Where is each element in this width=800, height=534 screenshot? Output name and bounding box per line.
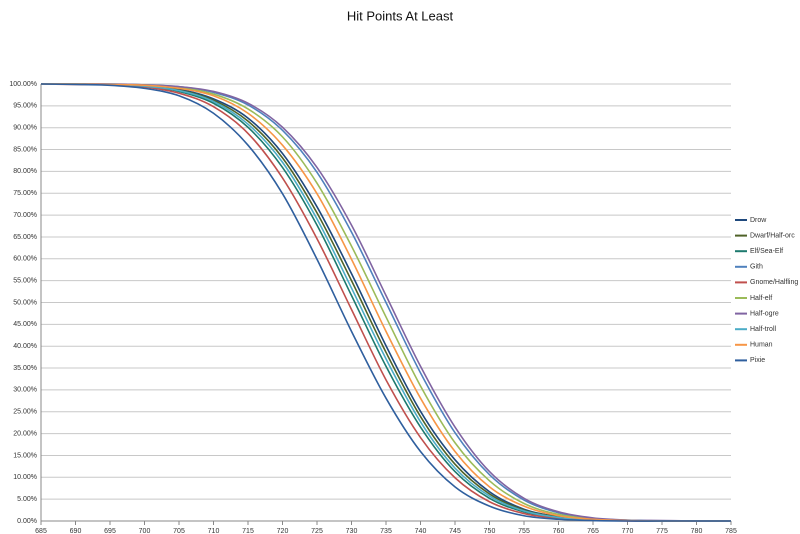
y-tick-label: 25.00% (13, 409, 37, 416)
y-tick-label: 0.00% (17, 518, 37, 525)
y-tick-label: 5.00% (17, 496, 37, 503)
legend-label: Half-elf (750, 295, 772, 302)
legend-label: Gnome/Halfling (750, 279, 798, 286)
series-line (40, 83, 731, 522)
x-tick-label: 705 (173, 528, 185, 534)
legend-label: Gith (750, 264, 763, 271)
x-tick-label: 775 (656, 528, 668, 534)
y-tick-label: 65.00% (13, 234, 37, 241)
y-tick-label: 30.00% (13, 387, 37, 394)
legend-label: Human (750, 342, 773, 349)
x-tick-label: 685 (35, 528, 47, 534)
x-tick-label: 780 (691, 528, 703, 534)
y-tick-label: 50.00% (13, 299, 37, 306)
x-tick-label: 740 (415, 528, 427, 534)
y-tick-label: 95.00% (13, 103, 37, 110)
legend-label: Half-troll (750, 326, 777, 333)
x-tick-label: 690 (70, 528, 82, 534)
x-tick-label: 735 (380, 528, 392, 534)
x-tick-label: 730 (346, 528, 358, 534)
legend-label: Elf/Sea-Elf (750, 248, 783, 255)
legend-label: Half-ogre (750, 310, 779, 317)
x-tick-label: 715 (242, 528, 254, 534)
legend-label: Dwarf/Half-orc (750, 232, 795, 239)
y-tick-label: 45.00% (13, 321, 37, 328)
x-tick-label: 695 (104, 528, 116, 534)
x-tick-label: 745 (449, 528, 461, 534)
y-tick-label: 80.00% (13, 168, 37, 175)
y-tick-label: 85.00% (13, 146, 37, 153)
y-tick-label: 35.00% (13, 365, 37, 372)
y-tick-label: 15.00% (13, 452, 37, 459)
x-tick-label: 765 (587, 528, 599, 534)
y-tick-label: 100.00% (9, 81, 37, 88)
x-tick-label: 785 (725, 528, 737, 534)
x-tick-label: 750 (484, 528, 496, 534)
chart-title: Hit Points At Least (347, 8, 454, 23)
legend-label: Drow (750, 217, 767, 224)
x-tick-label: 760 (553, 528, 565, 534)
y-tick-label: 75.00% (13, 190, 37, 197)
x-tick-label: 720 (277, 528, 289, 534)
y-tick-label: 55.00% (13, 277, 37, 284)
x-tick-label: 710 (208, 528, 220, 534)
y-tick-label: 40.00% (13, 343, 37, 350)
y-tick-label: 90.00% (13, 125, 37, 132)
legend-label: Pixie (750, 357, 765, 364)
y-tick-label: 70.00% (13, 212, 37, 219)
x-tick-label: 755 (518, 528, 530, 534)
y-tick-label: 60.00% (13, 256, 37, 263)
x-tick-label: 725 (311, 528, 323, 534)
y-tick-label: 10.00% (13, 474, 37, 481)
x-tick-label: 700 (139, 528, 151, 534)
x-tick-label: 770 (622, 528, 634, 534)
y-tick-label: 20.00% (13, 430, 37, 437)
